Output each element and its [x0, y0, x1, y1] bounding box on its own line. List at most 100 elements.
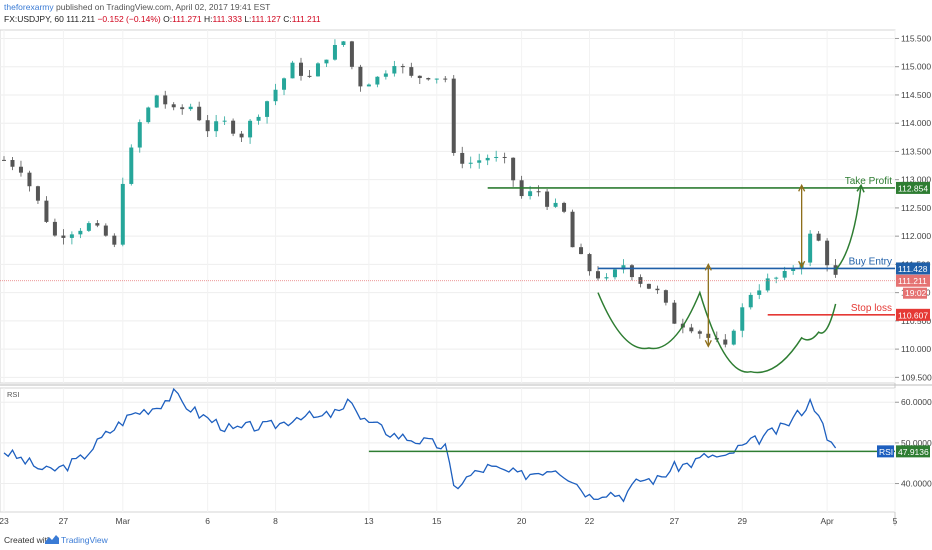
candle-body [78, 230, 83, 235]
time-tick-label: 27 [59, 516, 69, 526]
price-tick-label: 113.500 [901, 146, 931, 156]
rsi-pane-frame [0, 387, 896, 513]
last-price-tag [896, 274, 930, 287]
candle-body [528, 191, 533, 197]
o-label: O: [163, 14, 173, 24]
price-tick-label: 110.000 [901, 344, 931, 354]
candle-body [545, 191, 550, 207]
level-price-tag-label: 110.607 [898, 310, 928, 320]
chart-footer: Created with TradingView [0, 530, 932, 550]
level-price-tag [896, 308, 930, 321]
time-tick-label: 20 [517, 516, 527, 526]
time-tick-label: 13 [364, 516, 374, 526]
chart-svg[interactable]: Take Profit Buy Entry Stop loss RSI 115.50… [0, 0, 932, 530]
candle-body [502, 156, 507, 158]
candle-body [460, 152, 465, 164]
rsi-name-tag [877, 445, 894, 458]
candle-body [443, 78, 448, 80]
author-link[interactable]: theforexarmy [4, 2, 54, 12]
time-tick-label: 6 [205, 516, 210, 526]
candle-body [18, 166, 23, 173]
candle-body [120, 183, 125, 245]
candle-body [816, 233, 821, 241]
level-label: Buy Entry [849, 256, 892, 267]
tradingview-logo-icon[interactable] [45, 535, 59, 544]
candle-body [222, 120, 227, 122]
pattern-height-arrow-head [704, 262, 712, 271]
price-value: 111.211 [66, 14, 96, 24]
candle-body [265, 101, 270, 117]
candle-body [2, 159, 6, 161]
grid-lines [0, 29, 932, 526]
candle-body [791, 268, 796, 271]
l-label: L: [244, 14, 252, 24]
h-label: H: [203, 14, 213, 24]
candle-body [621, 265, 626, 270]
candle-body [52, 221, 57, 236]
rsi-tick-label: 40.0000 [901, 479, 932, 489]
candle-body [774, 277, 779, 279]
candle-body [587, 254, 592, 272]
candle-body [409, 67, 414, 76]
time-tick-label: 23 [0, 516, 9, 526]
candle-body [697, 331, 702, 334]
axes: 115.500 115.000 114.500 114.000 113.500 113.0… [0, 33, 932, 526]
candle-body [299, 62, 303, 76]
target-projection-arrow-head [798, 183, 806, 192]
c-value: 111.211 [291, 14, 321, 24]
candle-body [61, 235, 66, 238]
candle-body [511, 157, 516, 181]
candle-body [112, 235, 117, 245]
candle-body [596, 271, 600, 279]
price-tick-label: 115.500 [901, 33, 931, 43]
rsi-tick-label: 60.0000 [901, 397, 932, 407]
level-label: Stop loss [851, 303, 892, 314]
candle-body [349, 41, 354, 67]
candle-body [553, 202, 558, 207]
level-price-tag-label: 112.854 [898, 183, 928, 193]
candle-body [197, 106, 202, 121]
projection-arrow [835, 185, 862, 271]
candle-body [214, 121, 219, 132]
candle-body [86, 223, 91, 231]
ohlc-line: FX:USDJPY, 60 111.211 −0.152 (−0.14%) O:… [4, 14, 321, 24]
drawing-annotations: Take Profit Buy Entry Stop loss [0, 176, 895, 374]
price-tick-label: 112.000 [901, 231, 931, 241]
price-tick-label: 114.000 [901, 118, 931, 128]
price-tick-label: 110.500 [901, 316, 931, 326]
candle-body [146, 107, 151, 123]
pattern-height-arrow-tail [704, 339, 712, 348]
candle-body [205, 120, 210, 132]
time-tick-label: 8 [273, 516, 278, 526]
time-tick-label: 29 [738, 516, 748, 526]
candle-body [324, 59, 329, 64]
rsi-level-tag-label: 47.9136 [898, 447, 929, 457]
price-tick-label: 115.000 [901, 62, 931, 72]
candle-body [375, 76, 380, 85]
candle-body [400, 66, 405, 68]
candle-body [366, 84, 371, 87]
candle-body [332, 44, 337, 60]
price-tick-label: 113.000 [901, 175, 931, 185]
change-value: −0.152 (−0.14%) [97, 14, 161, 24]
level-price-tag [896, 181, 930, 194]
rsi-tick-label: 50.0000 [901, 438, 932, 448]
candle-body [485, 157, 490, 161]
target-projection-arrow-tail [798, 260, 806, 269]
rsi-title: RSI [7, 390, 20, 399]
candle-body [477, 160, 482, 163]
candle-body [562, 202, 567, 212]
candle-body [256, 116, 261, 121]
candle-body [315, 63, 320, 77]
candle-body [434, 78, 439, 80]
candle-body [44, 200, 49, 222]
candle-body [782, 270, 787, 278]
candle-body [180, 107, 185, 110]
candle-body [358, 66, 363, 87]
tradingview-link[interactable]: TradingView [61, 535, 108, 545]
level-price-tag [896, 262, 930, 275]
candle-body [392, 66, 397, 74]
candle-body [95, 223, 100, 226]
time-tick-label: 27 [670, 516, 680, 526]
projection-arrow-head [856, 183, 865, 193]
